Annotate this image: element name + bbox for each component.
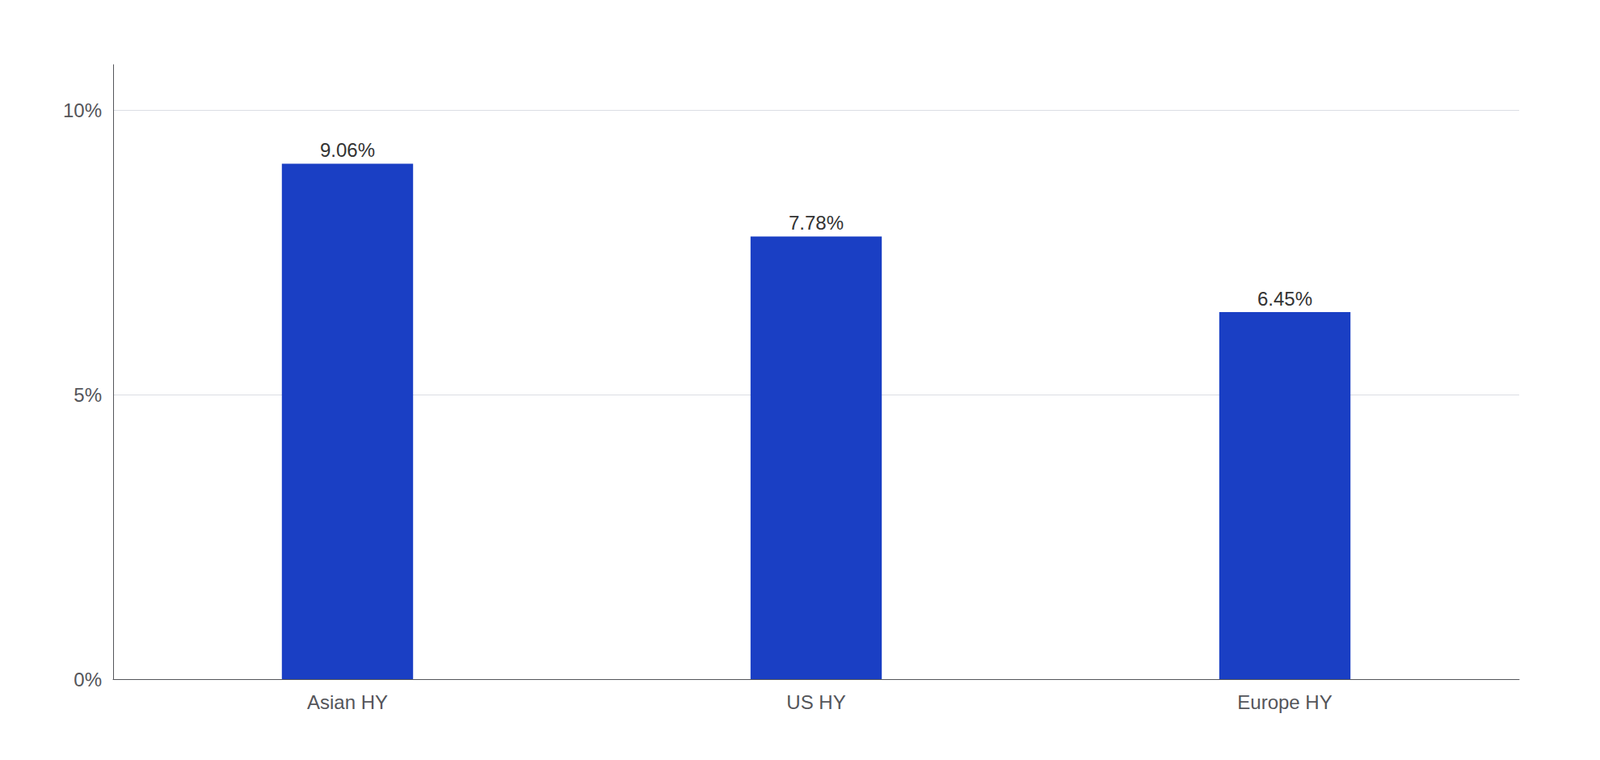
svg-text:Europe HY: Europe HY bbox=[1237, 690, 1332, 713]
svg-text:US HY: US HY bbox=[786, 690, 846, 713]
svg-text:Asian HY: Asian HY bbox=[307, 690, 388, 713]
svg-text:6.45%: 6.45% bbox=[1257, 287, 1313, 310]
svg-text:10%: 10% bbox=[63, 99, 102, 122]
svg-text:0%: 0% bbox=[73, 668, 102, 691]
svg-text:5%: 5% bbox=[73, 383, 102, 406]
svg-text:9.06%: 9.06% bbox=[320, 138, 375, 161]
svg-text:7.78%: 7.78% bbox=[788, 211, 844, 234]
